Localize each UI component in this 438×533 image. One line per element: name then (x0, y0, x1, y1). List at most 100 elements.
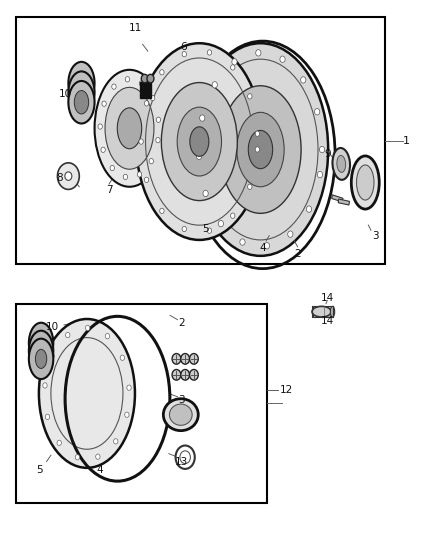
Ellipse shape (337, 156, 346, 172)
Ellipse shape (74, 91, 88, 114)
Circle shape (145, 177, 149, 182)
Circle shape (125, 77, 130, 82)
Ellipse shape (39, 319, 135, 468)
Ellipse shape (161, 83, 237, 200)
Ellipse shape (351, 156, 379, 209)
Ellipse shape (330, 306, 335, 317)
Circle shape (256, 50, 261, 56)
Circle shape (240, 239, 245, 245)
Bar (16, 304, 267, 503)
Circle shape (255, 131, 260, 136)
Circle shape (120, 355, 124, 360)
Circle shape (230, 65, 235, 70)
Text: 4: 4 (259, 243, 266, 253)
Circle shape (127, 385, 131, 390)
Circle shape (196, 153, 201, 159)
Circle shape (247, 184, 252, 189)
Text: 4: 4 (97, 465, 103, 474)
Circle shape (207, 50, 212, 55)
Ellipse shape (248, 131, 273, 168)
Bar (141, 82, 151, 98)
Text: 5: 5 (202, 224, 208, 235)
Circle shape (75, 455, 80, 460)
Circle shape (182, 227, 187, 232)
Circle shape (98, 124, 102, 129)
Circle shape (101, 147, 105, 152)
Ellipse shape (68, 62, 95, 104)
Circle shape (232, 59, 237, 65)
Circle shape (230, 213, 235, 219)
Circle shape (85, 325, 90, 330)
Circle shape (95, 454, 100, 459)
Bar (16, 17, 385, 264)
Circle shape (181, 353, 190, 364)
Ellipse shape (190, 127, 209, 156)
Text: 5: 5 (37, 465, 43, 474)
Circle shape (57, 163, 79, 189)
Ellipse shape (220, 86, 301, 213)
Text: 14: 14 (321, 316, 334, 326)
Bar (313, 306, 333, 317)
Circle shape (113, 439, 118, 444)
Circle shape (203, 190, 208, 197)
Circle shape (139, 80, 144, 86)
Ellipse shape (35, 349, 47, 368)
Circle shape (207, 228, 212, 233)
Bar (332, 195, 343, 202)
Ellipse shape (105, 87, 154, 169)
Circle shape (150, 95, 155, 101)
Ellipse shape (237, 112, 284, 187)
Circle shape (149, 158, 153, 164)
Circle shape (123, 174, 127, 180)
Circle shape (102, 101, 106, 107)
Circle shape (300, 77, 306, 83)
Ellipse shape (35, 333, 47, 352)
Ellipse shape (29, 322, 53, 363)
Text: 12: 12 (280, 385, 293, 395)
Circle shape (172, 353, 181, 364)
Circle shape (288, 231, 293, 237)
Circle shape (57, 440, 61, 446)
Circle shape (112, 84, 116, 90)
Circle shape (156, 138, 160, 143)
Text: 1: 1 (403, 135, 410, 146)
Circle shape (147, 74, 154, 83)
Circle shape (43, 383, 47, 388)
Text: 3: 3 (372, 231, 378, 241)
Circle shape (255, 147, 260, 152)
Ellipse shape (193, 43, 328, 256)
Circle shape (182, 52, 187, 57)
Circle shape (105, 334, 110, 339)
Circle shape (138, 172, 142, 177)
Circle shape (212, 82, 217, 88)
Circle shape (264, 243, 269, 249)
Circle shape (318, 172, 322, 178)
Circle shape (319, 147, 325, 153)
Ellipse shape (29, 338, 53, 379)
Circle shape (247, 94, 252, 99)
Ellipse shape (74, 81, 88, 104)
Text: 6: 6 (180, 42, 187, 52)
Ellipse shape (170, 404, 192, 425)
Circle shape (172, 369, 181, 380)
Text: 10: 10 (46, 321, 59, 332)
Bar (338, 199, 350, 205)
Ellipse shape (136, 43, 263, 240)
Text: 10: 10 (59, 88, 72, 99)
Circle shape (307, 206, 311, 212)
Ellipse shape (35, 341, 47, 360)
Ellipse shape (332, 148, 350, 180)
Ellipse shape (177, 107, 222, 176)
Circle shape (160, 208, 164, 214)
Circle shape (160, 70, 164, 75)
Ellipse shape (117, 108, 142, 149)
Text: 11: 11 (128, 23, 142, 34)
Circle shape (190, 353, 198, 364)
Circle shape (145, 101, 149, 106)
Ellipse shape (312, 306, 331, 317)
Ellipse shape (68, 71, 95, 114)
Circle shape (314, 109, 320, 115)
Circle shape (200, 115, 205, 121)
Ellipse shape (29, 330, 53, 371)
Circle shape (110, 165, 114, 171)
